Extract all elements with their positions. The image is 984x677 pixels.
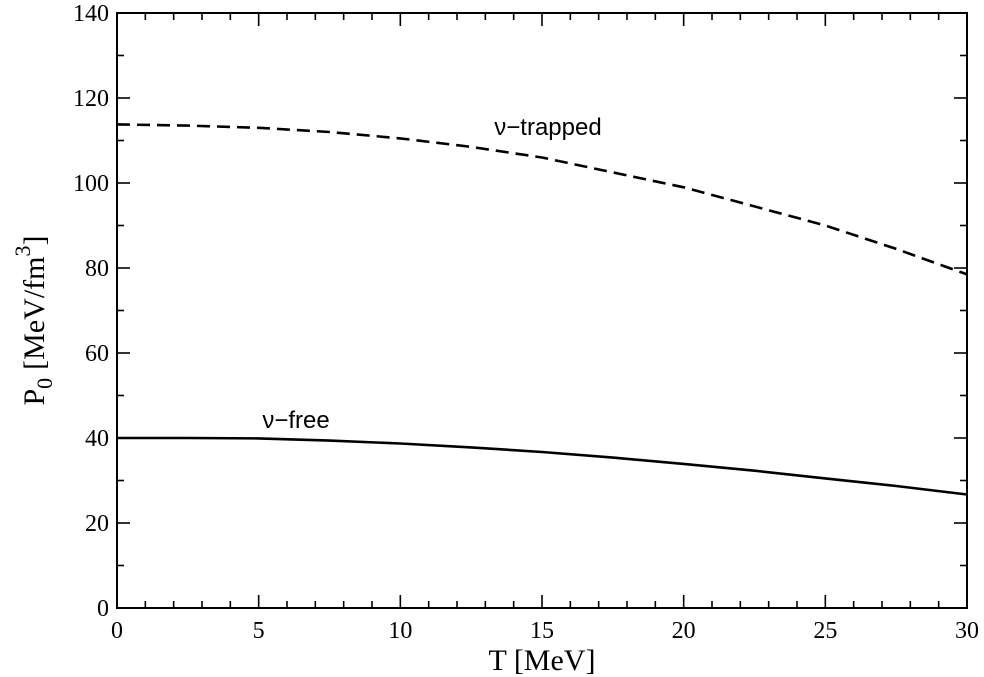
- y-tick-label: 120: [73, 86, 109, 112]
- y-axis-title-superscript: 3: [10, 246, 35, 257]
- y-tick-label: 80: [85, 256, 109, 282]
- y-axis-title-unit: [MeV/fm: [18, 257, 51, 370]
- x-tick-label: 0: [111, 618, 123, 644]
- axis-ticks: [116, 12, 968, 609]
- x-tick-label: 20: [672, 618, 696, 644]
- series-label: ν−free: [262, 407, 329, 434]
- y-tick-label: 100: [73, 171, 109, 197]
- y-tick-label: 20: [85, 511, 109, 537]
- series-line-nu-trapped: [116, 123, 968, 276]
- y-axis-title-subscript: 0: [32, 378, 57, 389]
- y-tick-label: 140: [73, 1, 109, 27]
- x-tick-label: 10: [388, 618, 412, 644]
- x-tick-label: 5: [253, 618, 265, 644]
- x-tick-label: 30: [955, 618, 979, 644]
- y-axis-title: P0 [MeV/fm3]: [10, 236, 57, 406]
- y-tick-label: 0: [97, 596, 109, 622]
- y-axis-title-main: P: [18, 389, 51, 406]
- y-axis-title-close: ]: [18, 236, 51, 246]
- y-tick-label: 40: [85, 426, 109, 452]
- series-line-nu-free: [117, 436, 968, 496]
- x-tick-label: 15: [530, 618, 554, 644]
- y-tick-label: 60: [85, 341, 109, 367]
- x-tick-label: 25: [813, 618, 837, 644]
- series-layer: [116, 123, 968, 496]
- annotations: ν−trapped ν−free: [262, 114, 601, 434]
- tick-labels: 0 5 10 15 20 25 30 0 20 40 60 80 100 120 140: [73, 1, 979, 644]
- plot-frame: [116, 12, 968, 609]
- x-axis-title: T [MeV]: [489, 644, 596, 677]
- series-label: ν−trapped: [494, 114, 601, 141]
